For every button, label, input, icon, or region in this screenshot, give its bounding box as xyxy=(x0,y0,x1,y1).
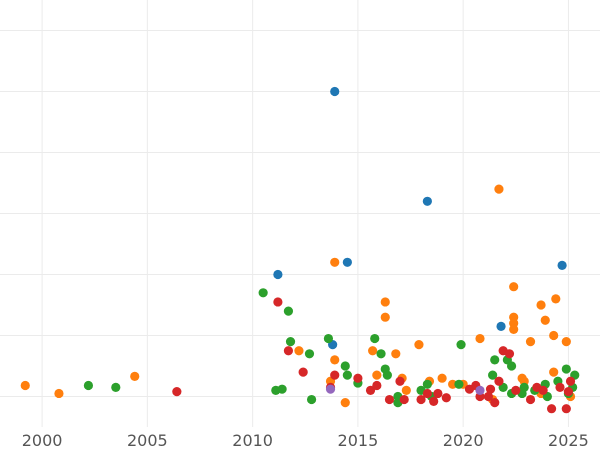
point-series1-29 xyxy=(448,379,458,389)
point-series2-23 xyxy=(454,379,464,389)
point-series0-6 xyxy=(496,321,506,331)
point-series3-20 xyxy=(483,391,494,402)
point-series3-12 xyxy=(416,394,426,405)
point-series2-8 xyxy=(306,394,317,405)
point-series1-14 xyxy=(551,294,561,304)
x-tick-label-2020: 2020 xyxy=(443,431,484,450)
point-series2-11 xyxy=(342,370,352,380)
point-series1-19 xyxy=(368,346,378,356)
point-series1-26 xyxy=(401,385,411,395)
point-series3-33 xyxy=(563,387,574,397)
point-series3-16 xyxy=(441,393,451,403)
point-series1-20 xyxy=(391,349,401,359)
point-series2-22 xyxy=(456,340,466,350)
point-series1-11 xyxy=(525,337,536,347)
point-series3-10 xyxy=(395,376,405,386)
point-series3-7 xyxy=(365,385,376,395)
point-series1-5 xyxy=(380,297,390,307)
point-series3-26 xyxy=(511,385,521,395)
y-gridlines xyxy=(0,30,600,397)
point-series3-31 xyxy=(555,382,565,392)
point-series3-14 xyxy=(429,396,439,406)
point-series1-17 xyxy=(414,340,424,350)
point-series2-14 xyxy=(376,349,386,359)
point-series1-22 xyxy=(330,355,340,365)
point-series3-11 xyxy=(399,394,409,405)
point-series1-28 xyxy=(437,373,447,383)
data-points xyxy=(20,86,580,414)
point-series0-3 xyxy=(342,257,352,267)
point-series1-2 xyxy=(130,371,140,381)
point-series2-0 xyxy=(83,380,94,391)
point-series1-6 xyxy=(380,312,390,322)
point-series3-5 xyxy=(330,370,340,380)
point-series1-12 xyxy=(536,300,546,310)
x-tick-label-2025: 2025 xyxy=(548,431,589,450)
point-series2-13 xyxy=(370,333,380,344)
point-series3-6 xyxy=(353,373,363,383)
point-series2-24 xyxy=(488,370,498,380)
x-tick-label-2015: 2015 xyxy=(338,431,379,450)
x-axis-tick-labels: 2000 2005 2010 2015 2020 2025 xyxy=(22,431,589,450)
point-series2-3 xyxy=(283,306,294,316)
point-series2-1 xyxy=(111,382,121,392)
point-series1-4 xyxy=(494,184,504,194)
point-series1-23 xyxy=(340,398,350,408)
point-series2-7 xyxy=(277,384,287,394)
point-series1-34 xyxy=(549,367,559,377)
point-series2-10 xyxy=(340,361,350,371)
point-series4-1 xyxy=(475,385,485,395)
point-series0-4 xyxy=(557,260,567,270)
point-series2-25 xyxy=(490,355,500,365)
point-series2-16 xyxy=(382,370,392,380)
point-series1-16 xyxy=(561,337,571,347)
x-tick-label-2000: 2000 xyxy=(22,431,63,450)
point-series3-29 xyxy=(538,385,548,395)
point-series0-0 xyxy=(330,86,340,97)
point-series3-2 xyxy=(283,346,294,356)
point-series2-20 xyxy=(422,379,432,389)
point-series1-10 xyxy=(509,312,519,322)
point-series3-27 xyxy=(525,394,536,405)
point-series3-22 xyxy=(490,398,500,408)
point-series1-24 xyxy=(372,370,382,380)
point-series1-13 xyxy=(540,315,550,325)
point-series0-2 xyxy=(273,269,283,280)
point-series1-9 xyxy=(509,324,519,334)
point-series2-4 xyxy=(285,337,296,347)
point-series3-32 xyxy=(561,404,571,414)
x-tick-label-2010: 2010 xyxy=(232,431,273,450)
point-series3-25 xyxy=(504,349,515,359)
point-series3-9 xyxy=(384,394,395,405)
point-series3-3 xyxy=(298,367,308,377)
point-series3-21 xyxy=(485,384,496,394)
point-series2-2 xyxy=(258,288,268,298)
point-series1-1 xyxy=(54,388,64,399)
point-series1-21 xyxy=(294,346,304,356)
point-series3-0 xyxy=(172,387,182,397)
point-series3-23 xyxy=(494,376,504,386)
point-series1-0 xyxy=(20,380,30,391)
point-series2-36 xyxy=(561,364,571,374)
point-series4-0 xyxy=(325,384,336,394)
point-series1-7 xyxy=(509,282,519,292)
point-series3-34 xyxy=(565,376,576,386)
point-series3-1 xyxy=(273,297,283,307)
point-series2-27 xyxy=(506,361,517,371)
point-series2-5 xyxy=(304,349,315,359)
point-series1-18 xyxy=(475,333,485,344)
point-series2-31 xyxy=(519,382,529,392)
point-series3-15 xyxy=(433,388,443,399)
point-series2-9 xyxy=(323,333,334,344)
point-series3-30 xyxy=(546,404,557,414)
x-tick-label-2005: 2005 xyxy=(127,431,168,450)
point-series3-13 xyxy=(422,388,432,399)
point-series1-3 xyxy=(330,257,340,267)
point-series3-8 xyxy=(372,380,382,391)
x-gridlines xyxy=(41,0,569,427)
point-series0-1 xyxy=(422,196,432,206)
point-series1-15 xyxy=(549,330,559,341)
